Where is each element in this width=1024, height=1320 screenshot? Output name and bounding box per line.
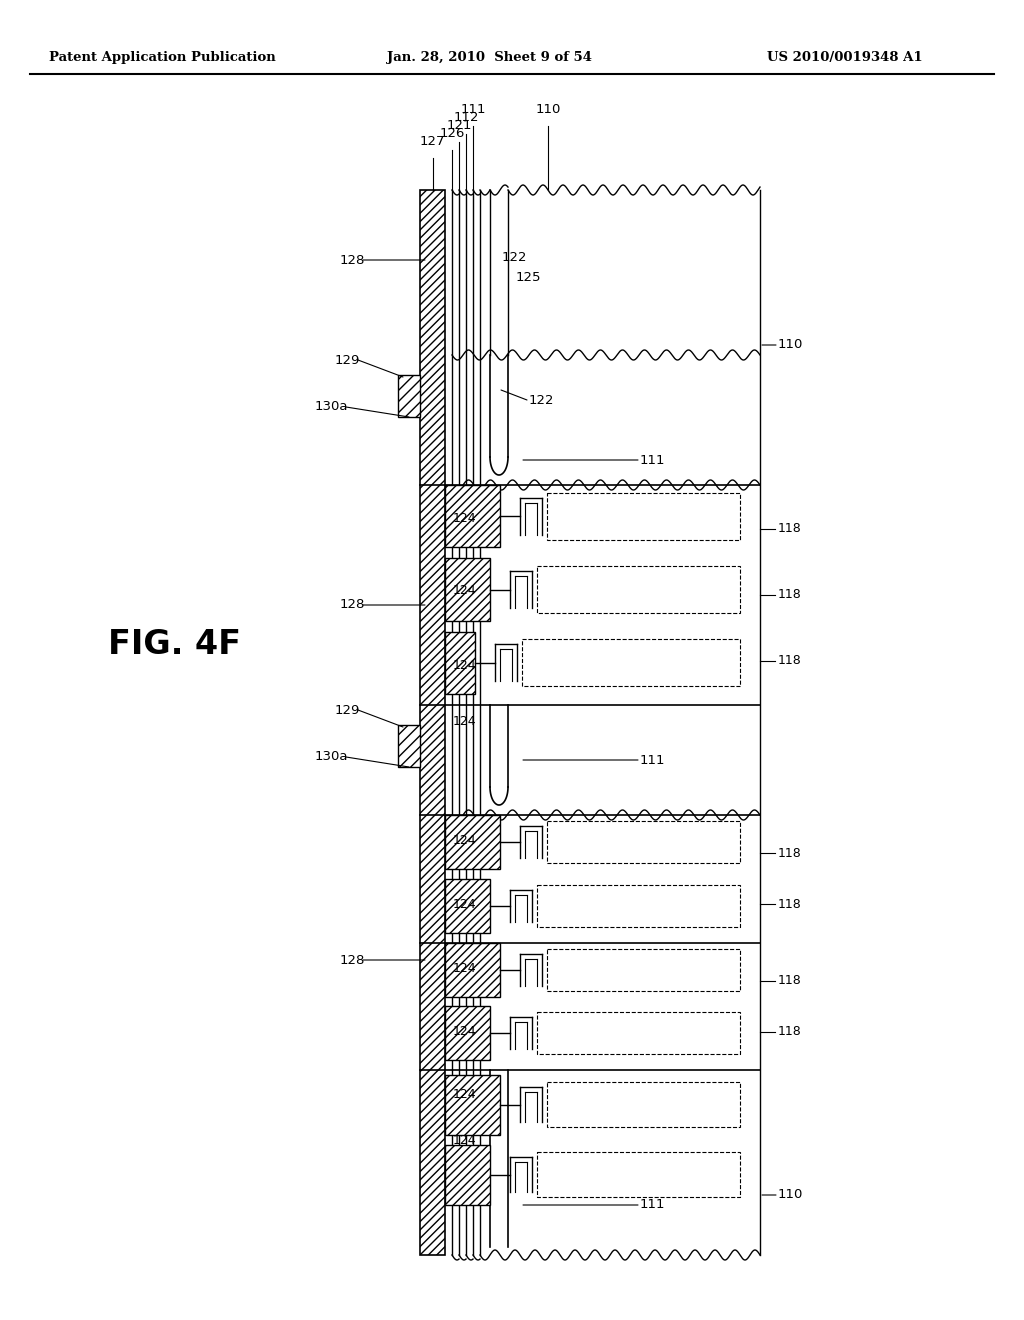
Text: 130a: 130a (314, 400, 348, 413)
Text: 111: 111 (640, 754, 666, 767)
Bar (445, 879, 490, 933)
Bar (522, 639, 740, 686)
Text: 118: 118 (778, 655, 802, 668)
Text: 128: 128 (340, 598, 365, 611)
Text: 129: 129 (335, 704, 360, 717)
Text: 112: 112 (454, 111, 479, 124)
Text: FIG. 4F: FIG. 4F (109, 628, 242, 661)
Bar (398, 375, 420, 417)
Text: Jan. 28, 2010  Sheet 9 of 54: Jan. 28, 2010 Sheet 9 of 54 (387, 50, 593, 63)
Text: 118: 118 (778, 898, 802, 911)
Text: 124: 124 (453, 583, 476, 597)
Text: 122: 122 (529, 393, 555, 407)
Text: US 2010/0019348 A1: US 2010/0019348 A1 (767, 50, 923, 63)
Bar (537, 1012, 740, 1055)
Text: 110: 110 (778, 1188, 804, 1201)
Text: 124: 124 (453, 511, 476, 524)
Text: 124: 124 (453, 1089, 476, 1101)
Text: 118: 118 (778, 1026, 802, 1039)
Bar (398, 725, 420, 767)
Text: 124: 124 (453, 715, 476, 729)
Text: 122: 122 (502, 251, 527, 264)
Bar (445, 1006, 490, 1060)
Text: 124: 124 (453, 659, 476, 672)
Bar (445, 484, 500, 548)
Text: 126: 126 (439, 127, 465, 140)
Text: 130a: 130a (314, 751, 348, 763)
Text: Patent Application Publication: Patent Application Publication (48, 50, 275, 63)
Text: 128: 128 (340, 253, 365, 267)
Text: 124: 124 (453, 961, 476, 974)
Text: 124: 124 (453, 898, 476, 911)
Bar (537, 1152, 740, 1197)
Bar (537, 884, 740, 927)
Bar (445, 1074, 500, 1134)
Text: 118: 118 (778, 589, 802, 602)
Text: 125: 125 (516, 271, 542, 284)
Text: 111: 111 (640, 454, 666, 466)
Bar (547, 821, 740, 863)
Text: 129: 129 (335, 354, 360, 367)
Text: 124: 124 (453, 834, 476, 847)
Bar (420, 190, 445, 1255)
Bar (547, 492, 740, 540)
Text: 128: 128 (340, 953, 365, 966)
Bar (547, 1082, 740, 1127)
Text: 124: 124 (453, 1026, 476, 1039)
Bar (547, 949, 740, 990)
Text: 121: 121 (446, 119, 472, 132)
Bar (445, 558, 490, 620)
Text: 118: 118 (778, 523, 802, 536)
Text: 110: 110 (536, 103, 561, 116)
Bar (445, 632, 475, 694)
Text: 111: 111 (460, 103, 485, 116)
Text: 118: 118 (778, 846, 802, 859)
Bar (445, 942, 500, 997)
Text: 124: 124 (453, 1134, 476, 1147)
Bar (445, 814, 500, 869)
Bar (445, 1144, 490, 1204)
Bar (537, 566, 740, 612)
Text: 127: 127 (420, 135, 445, 148)
Text: 111: 111 (640, 1199, 666, 1212)
Text: 110: 110 (778, 338, 804, 351)
Text: 118: 118 (778, 974, 802, 987)
